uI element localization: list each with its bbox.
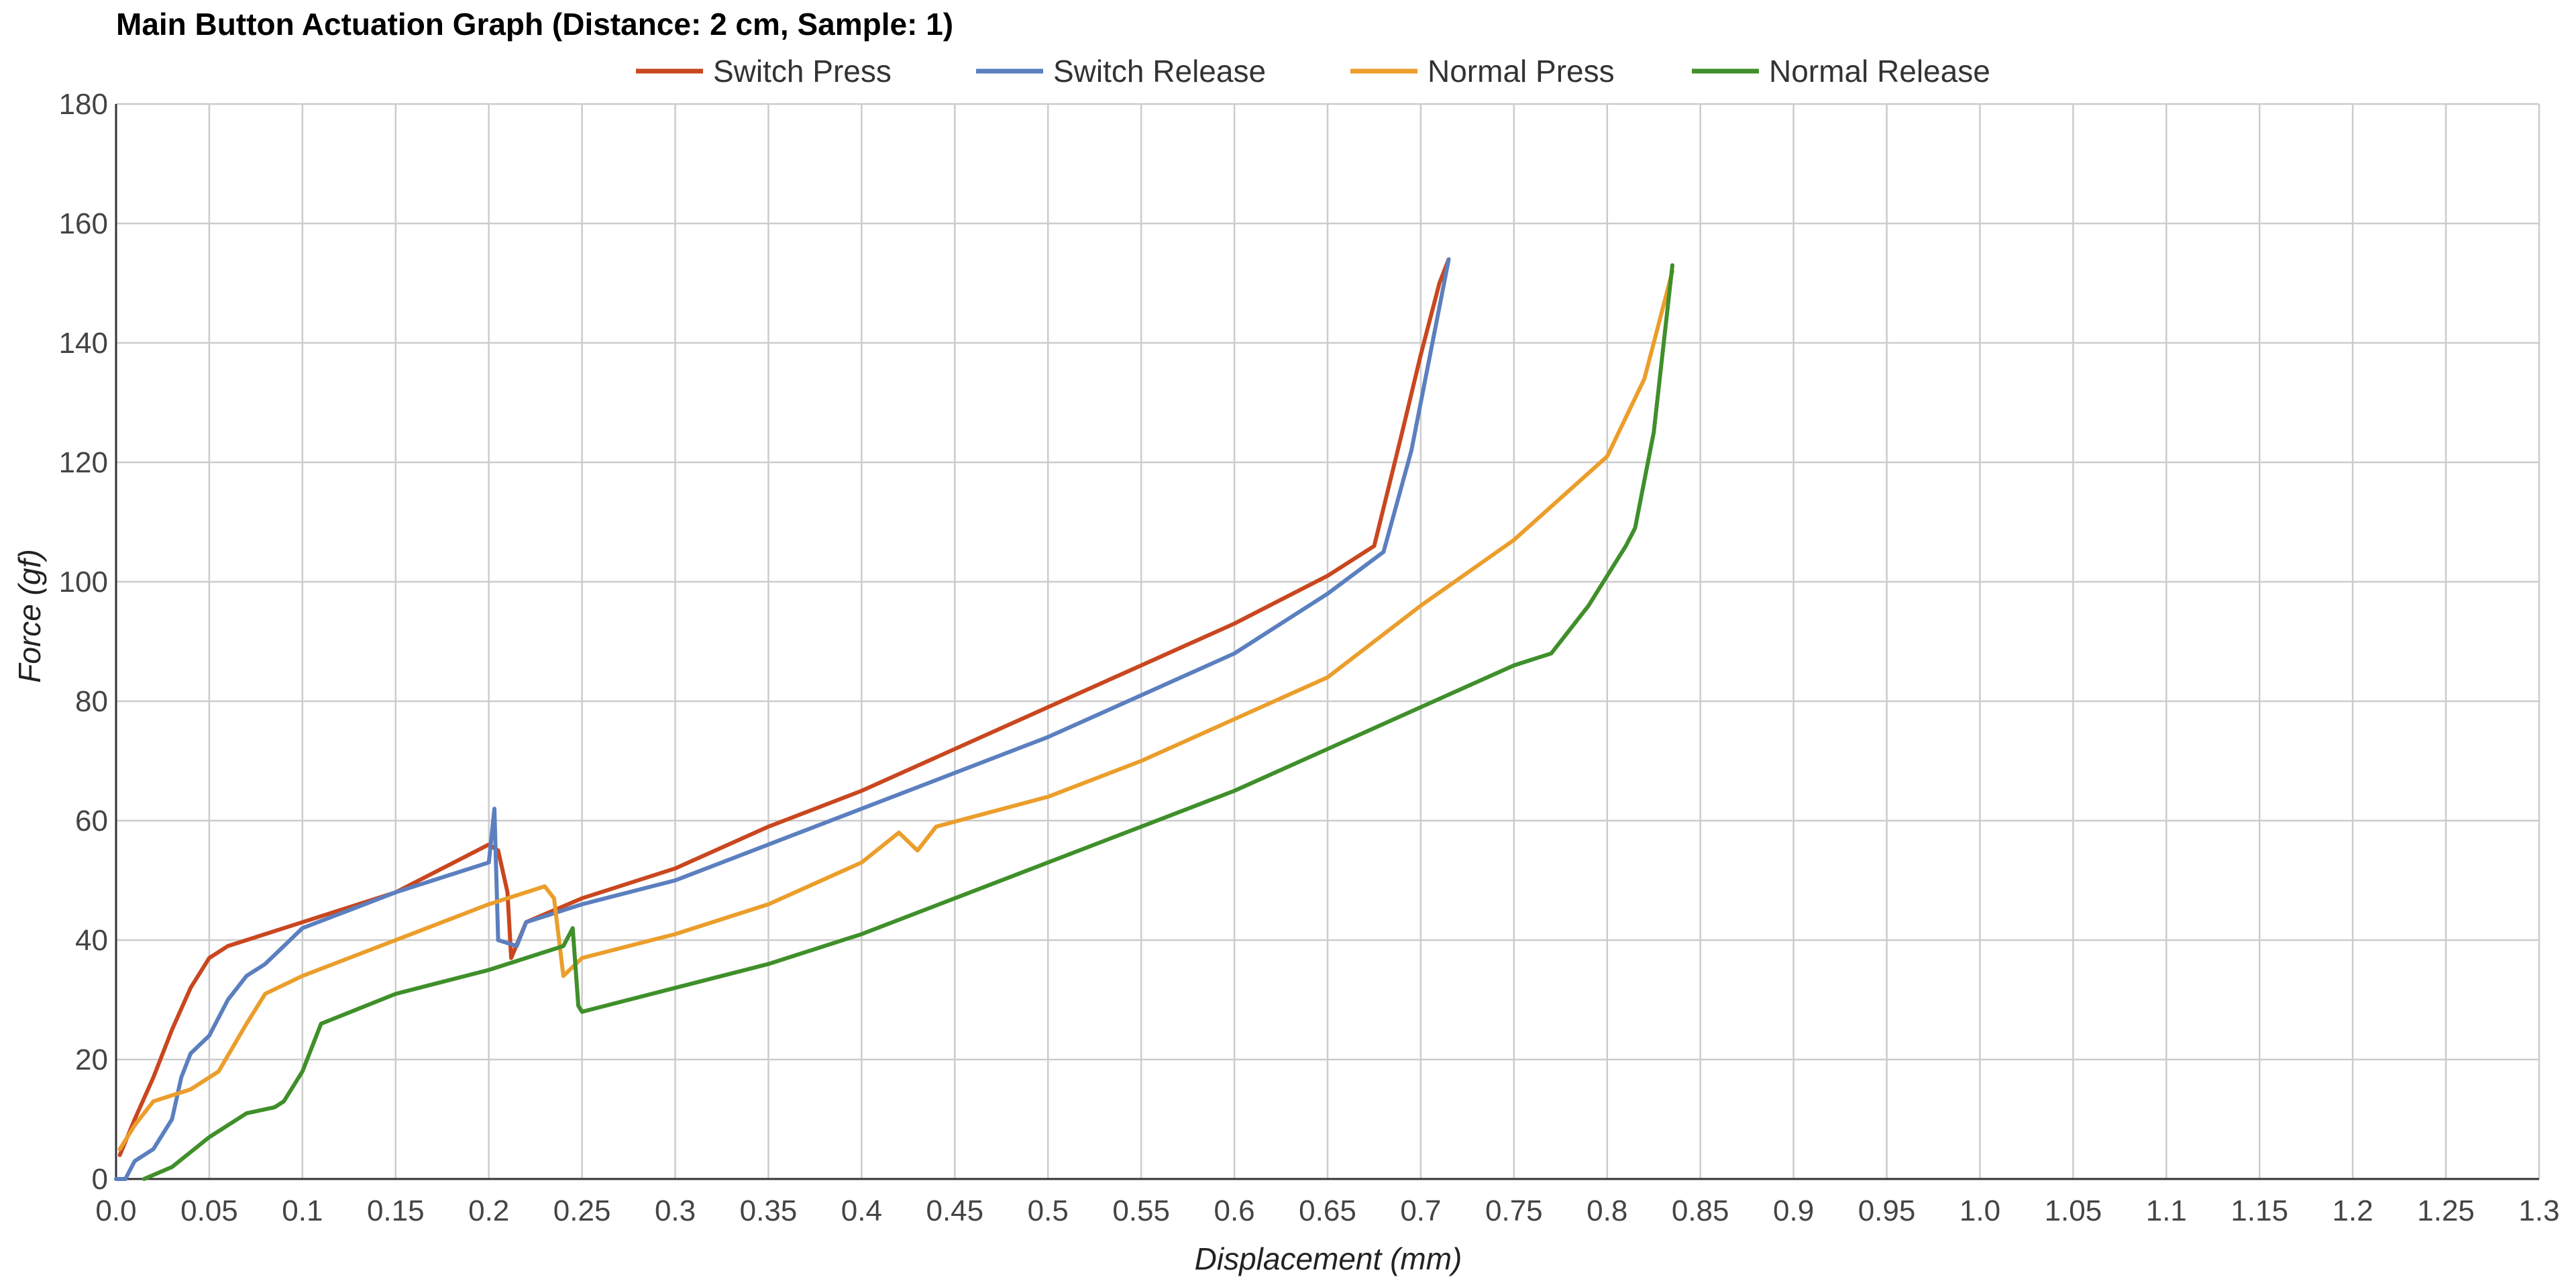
x-tick-label: 1.25 <box>2417 1194 2475 1227</box>
legend-label: Normal Press <box>1428 54 1615 89</box>
series-lines <box>114 257 1674 1181</box>
x-tick-label: 1.15 <box>2231 1194 2288 1227</box>
y-tick-label: 160 <box>59 207 108 240</box>
x-tick-label: 1.3 <box>2518 1194 2559 1227</box>
x-tick-label: 0.0 <box>95 1194 136 1227</box>
x-tick-label: 0.55 <box>1112 1194 1170 1227</box>
x-tick-label: 0.1 <box>282 1194 323 1227</box>
x-tick-label: 0.15 <box>367 1194 425 1227</box>
x-tick-label: 1.2 <box>2332 1194 2373 1227</box>
legend: Switch Press Switch Release Normal Press No… <box>636 54 1990 89</box>
x-tick-label: 0.5 <box>1028 1194 1069 1227</box>
y-tick-label: 0 <box>92 1163 108 1196</box>
x-tick-label: 0.25 <box>553 1194 611 1227</box>
x-tick-label: 1.0 <box>1960 1194 2000 1227</box>
y-tick-label: 20 <box>75 1043 108 1076</box>
y-tick-label: 180 <box>59 88 108 121</box>
x-tick-label: 0.75 <box>1485 1194 1543 1227</box>
y-tick-label: 60 <box>75 805 108 837</box>
y-tick-label: 80 <box>75 685 108 718</box>
x-tick-label: 0.7 <box>1400 1194 1441 1227</box>
y-tick-label: 100 <box>59 566 108 599</box>
legend-item-switch-press: Switch Press <box>636 54 892 89</box>
legend-label: Normal Release <box>1769 54 1990 89</box>
legend-item-normal-press: Normal Press <box>1350 54 1615 89</box>
series-line-switch-release <box>114 257 1451 1181</box>
x-tick-label: 0.6 <box>1214 1194 1254 1227</box>
x-tick-label: 1.1 <box>2146 1194 2187 1227</box>
x-tick-label: 0.8 <box>1587 1194 1627 1227</box>
chart-title: Main Button Actuation Graph (Distance: 2… <box>116 7 953 42</box>
x-tick-label: 0.65 <box>1299 1194 1356 1227</box>
y-tick-label: 120 <box>59 446 108 479</box>
x-tick-label: 0.3 <box>655 1194 696 1227</box>
x-tick-label: 0.35 <box>740 1194 798 1227</box>
x-tick-labels: 0.0 0.05 0.1 0.15 0.2 0.25 0.3 0.35 0.4 0.45 0.5 0.… <box>95 1194 2559 1227</box>
y-tick-label: 40 <box>75 924 108 957</box>
x-tick-label: 0.9 <box>1773 1194 1814 1227</box>
x-tick-label: 0.45 <box>926 1194 983 1227</box>
series-line-switch-press <box>117 257 1451 1158</box>
legend-item-normal-release: Normal Release <box>1692 54 1990 89</box>
x-tick-label: 0.2 <box>468 1194 509 1227</box>
series-line-normal-press <box>117 269 1674 1151</box>
x-tick-label: 1.05 <box>2045 1194 2102 1227</box>
x-tick-label: 0.4 <box>841 1194 882 1227</box>
y-tick-labels: 0 20 40 60 80 100 120 140 160 180 <box>59 88 108 1196</box>
x-tick-label: 0.05 <box>180 1194 238 1227</box>
grid <box>115 103 2540 1180</box>
legend-label: Switch Press <box>713 54 892 89</box>
y-tick-label: 140 <box>59 327 108 360</box>
legend-label: Switch Release <box>1053 54 1266 89</box>
y-axis-title: Force (gf) <box>12 549 47 682</box>
x-tick-label: 0.95 <box>1858 1194 1916 1227</box>
x-axis-title: Displacement (mm) <box>1195 1241 1462 1276</box>
legend-item-switch-release: Switch Release <box>976 54 1266 89</box>
axes <box>115 104 2539 1180</box>
x-tick-label: 0.85 <box>1672 1194 1729 1227</box>
series-line-normal-release <box>142 263 1674 1181</box>
